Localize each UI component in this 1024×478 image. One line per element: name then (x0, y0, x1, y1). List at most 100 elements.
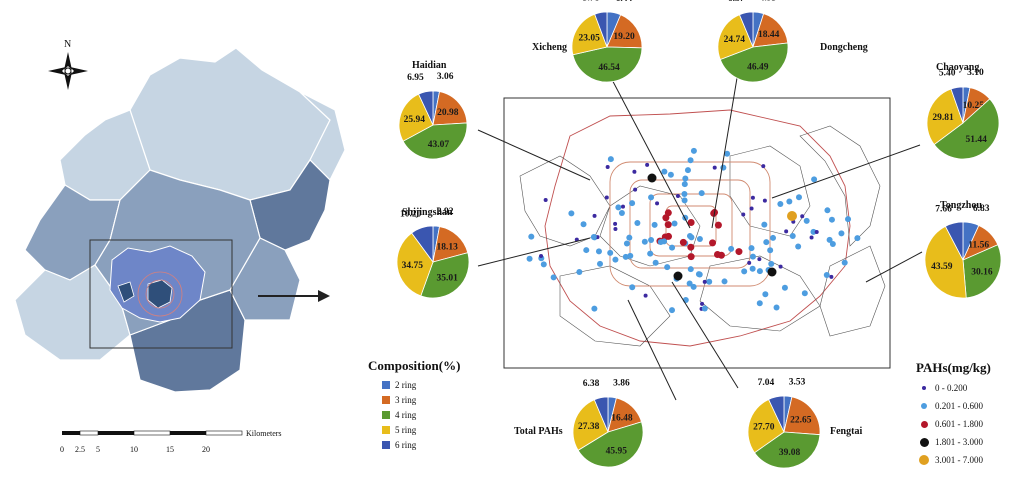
sample-point (768, 260, 775, 267)
sample-point (671, 220, 678, 227)
sample-point (643, 293, 648, 298)
pahs-legend-item: 0.601 - 1.800 (918, 419, 983, 429)
pie-slice (950, 86, 964, 124)
pie-value-label: 43.59 (931, 262, 953, 272)
legend-label: 4 ring (395, 410, 417, 420)
scale-unit-label: Kilometers (246, 429, 282, 438)
pie-value-label: 22.65 (790, 416, 812, 426)
pie-value-label: 35.01 (436, 273, 458, 283)
pie-value-label: 10.20 (400, 209, 422, 219)
scale-tick-label: 10 (130, 445, 138, 454)
sample-point (528, 233, 535, 240)
legend-dot (920, 420, 928, 428)
pie-chart-xicheng: 6.44 19.20 46.54 23.05 5.78 (571, 0, 643, 83)
sample-point (543, 197, 548, 202)
pie-value-label: 3.06 (437, 72, 454, 82)
sample-point (756, 300, 763, 307)
sample-point (540, 261, 547, 268)
sample-point (583, 247, 590, 254)
pie-label-tongzhou: Tongzhou (940, 200, 982, 211)
sample-point (778, 264, 783, 269)
sample-point (686, 280, 693, 287)
zoom-arrow-head (318, 290, 330, 302)
legend-swatch (382, 441, 390, 449)
legend-dot (921, 403, 927, 409)
sample-point (651, 221, 658, 228)
legend-label: 5 ring (395, 425, 417, 435)
legend-label: 6 ring (395, 440, 417, 450)
urban-west-core (117, 281, 135, 303)
pie-value-label: 46.49 (747, 63, 769, 73)
sample-point (841, 259, 848, 266)
sample-point (795, 243, 802, 250)
sample-point (712, 165, 717, 170)
pie-label-shijingshan: Shijingshan (402, 207, 453, 218)
sample-point (838, 230, 845, 237)
sample-point (664, 264, 671, 271)
sample-point (664, 209, 672, 217)
sample-point (763, 239, 770, 246)
pie-chart-tongzhou: 6.83 11.56 30.16 43.59 7.66 (924, 204, 1002, 299)
sample-point (645, 162, 650, 167)
sample-point (801, 290, 808, 297)
sample-point (607, 156, 614, 163)
sample-point (655, 201, 660, 206)
sample-point (648, 237, 655, 244)
district-boundary (559, 265, 671, 347)
sample-point (748, 245, 755, 252)
sample-point (724, 150, 731, 157)
sample-point (854, 235, 861, 242)
sample-point (811, 176, 818, 183)
sample-point (700, 301, 705, 306)
pie-value-label: 6.44 (616, 0, 633, 4)
pie-label-fengtai: Fengtai (830, 426, 863, 437)
sample-point (690, 283, 697, 290)
legend-swatch (382, 411, 390, 419)
pie-value-label: 3.53 (789, 377, 806, 387)
sample-point (550, 274, 557, 281)
sample-point (681, 197, 688, 204)
sample-point (800, 214, 805, 219)
sample-point (721, 278, 728, 285)
sample-point (681, 181, 688, 188)
sample-point (641, 238, 648, 245)
pie-chart-haidian: 3.06 20.98 43.07 25.94 6.95 (398, 72, 468, 160)
pie-value-label: 5.78 (583, 0, 600, 4)
leader-line-chaoyang (771, 144, 921, 199)
sample-point (803, 217, 810, 224)
pie-value-label: 2.92 (437, 207, 454, 217)
pie-chart-total: 3.86 16.48 45.95 27.38 6.38 (572, 378, 644, 468)
leader-line-total (627, 299, 677, 401)
pie-slice (420, 252, 470, 299)
pie-slice (402, 122, 468, 160)
leader-line-dongcheng (711, 71, 739, 229)
pie-slice (926, 88, 964, 146)
pie-slice (572, 399, 609, 451)
sample-point (590, 233, 597, 240)
sample-point (618, 210, 625, 217)
pie-slice (719, 42, 789, 83)
sample-point (687, 218, 695, 226)
ring-road (145, 279, 175, 309)
pahs-legend-item: 1.801 - 3.000 (918, 437, 983, 447)
study-extent-frame (89, 239, 233, 349)
sample-point (632, 169, 637, 174)
sample-point (702, 279, 707, 284)
pie-slice (962, 244, 1002, 299)
sample-point (698, 190, 705, 197)
sample-point (686, 233, 693, 240)
composition-legend-item: 5 ring (382, 425, 416, 435)
pie-slice (783, 396, 821, 436)
pie-slice (593, 396, 609, 433)
pie-slice (717, 14, 754, 61)
sample-point (714, 221, 722, 229)
sample-point (526, 255, 533, 262)
pie-value-label: 51.44 (966, 135, 988, 145)
sample-point (786, 198, 793, 205)
pie-slice (747, 398, 785, 454)
sample-point (652, 259, 659, 266)
pie-value-label: 27.70 (753, 423, 775, 433)
pie-value-label: 30.16 (971, 267, 993, 277)
legend-label: 0 - 0.200 (935, 383, 968, 393)
